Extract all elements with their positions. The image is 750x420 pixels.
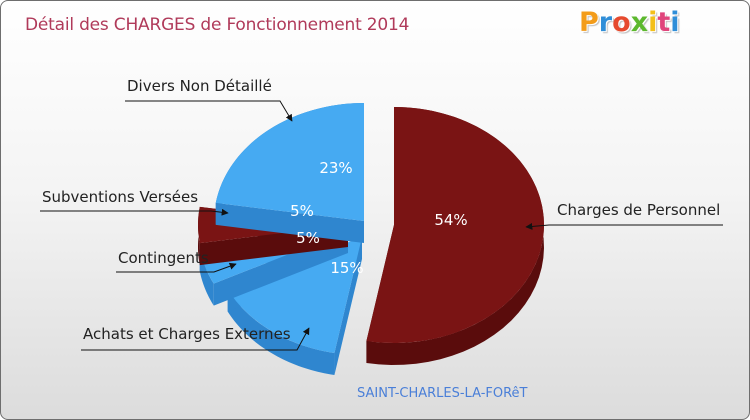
- chart-title: Détail des CHARGES de Fonctionnement 201…: [25, 15, 410, 35]
- legend-label-subventions-versees: Subventions Versées: [42, 188, 198, 206]
- slice-percent-label: 15%: [330, 259, 363, 277]
- leader-line: [116, 262, 237, 273]
- pie-slice-charges-de-personnel: [366, 106, 545, 365]
- legend-label-contingents: Contingents: [118, 249, 209, 267]
- slice-side: [227, 289, 335, 375]
- logo-letter: x: [630, 7, 649, 38]
- logo-letter: i: [670, 7, 680, 38]
- slice-top: [366, 106, 545, 343]
- legend-label-achats-et-charges-externes: Achats et Charges Externes: [83, 325, 291, 343]
- commune-name: SAINT-CHARLES-LA-FORêT: [357, 386, 528, 401]
- logo-letter: P: [579, 7, 599, 38]
- slice-percent-label: 54%: [434, 211, 467, 229]
- logo-letter: r: [598, 7, 613, 38]
- slice-percent-label: 5%: [296, 229, 320, 247]
- slice-wall: [215, 202, 364, 243]
- leader-line: [125, 100, 293, 122]
- slice-percent-label: 23%: [319, 159, 352, 177]
- logo-letter: i: [648, 7, 658, 38]
- slice-wall: [334, 237, 362, 375]
- leader-line: [81, 327, 310, 351]
- pie-slice-divers-non-detaille: [215, 103, 364, 243]
- legend-label-divers-non-detaille: Divers Non Détaillé: [127, 77, 272, 95]
- slice-top: [215, 103, 364, 221]
- logo-letter: o: [612, 7, 631, 38]
- slice-top: [227, 237, 362, 353]
- legend-label-charges-de-personnel: Charges de Personnel: [557, 201, 720, 219]
- logo-letter: t: [657, 7, 671, 38]
- leader-line: [525, 222, 723, 230]
- slice-percent-label: 5%: [290, 202, 314, 220]
- pie-slices: [198, 103, 545, 375]
- proxiti-logo: Proxiti: [579, 7, 680, 38]
- leader-line: [40, 208, 229, 216]
